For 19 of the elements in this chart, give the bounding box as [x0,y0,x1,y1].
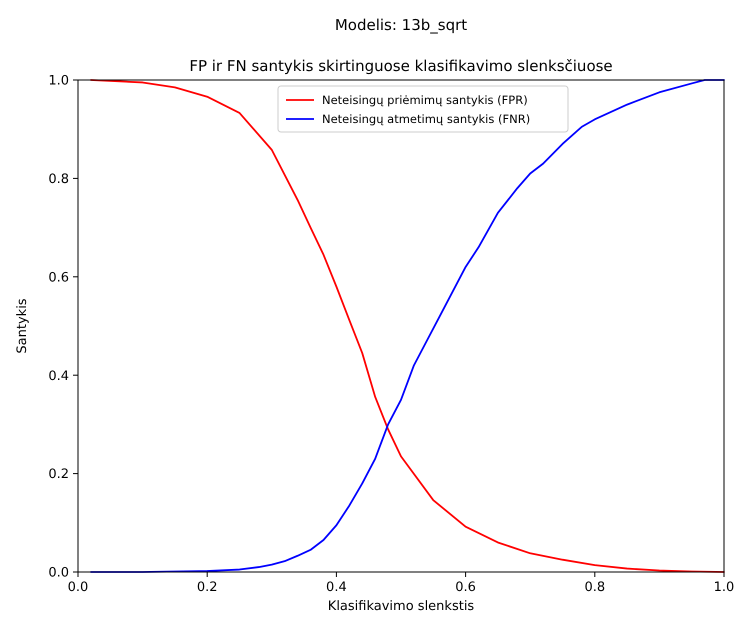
x-tick-label: 0.2 [196,580,218,595]
y-tick-label: 0.6 [48,270,69,286]
y-tick-label: 0.8 [48,172,69,187]
x-tick-label: 1.0 [714,580,734,595]
y-axis-title: Santykis [15,298,30,354]
y-tick-label: 0.2 [48,467,69,482]
x-axis-title: Klasifikavimo slenkstis [328,599,474,614]
y-tick-label: 0.0 [48,566,69,581]
x-tick-label: 0.4 [326,580,347,595]
line-series [90,79,725,573]
x-tick-label: 0.8 [584,580,606,595]
x-tick-label: 0.0 [68,580,88,595]
y-tick-label: 1.0 [48,74,69,89]
legend-label: Neteisingų priėmimų santykis (FPR) [322,93,528,108]
chart-title: Modelis: 13b_sqrt [334,16,468,34]
legend-label: Neteisingų atmetimų santykis (FNR) [322,112,530,126]
y-tick-label: 0.4 [48,368,69,384]
chart-subtitle: FP ir FN santykis skirtinguose klasifikavimo slenksčiuose [189,57,613,75]
x-tick-label: 0.6 [455,580,476,595]
